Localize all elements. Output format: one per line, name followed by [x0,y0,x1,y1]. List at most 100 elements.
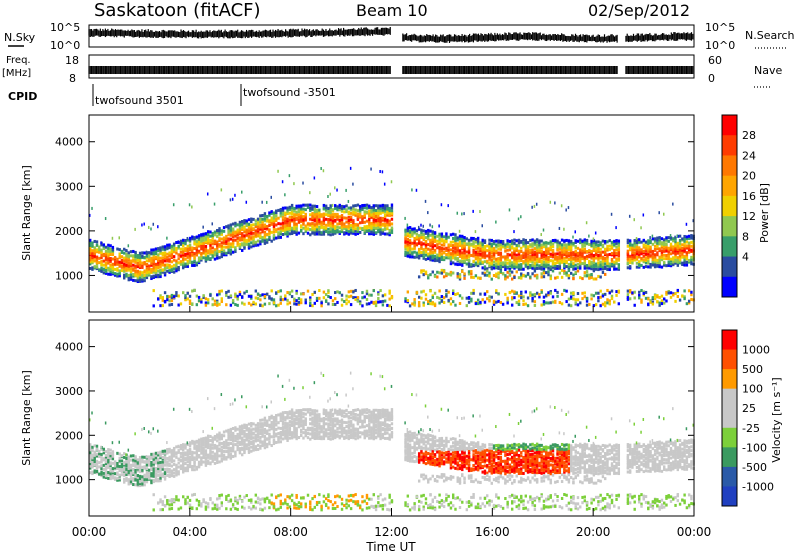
power-cell [132,259,135,263]
power-cell [458,242,462,246]
power-cell [329,204,332,208]
power-cell [288,221,292,225]
power-cell [685,235,689,239]
power-cell [617,257,621,261]
power-cell [510,245,514,249]
power-cell [438,253,441,257]
power-cell [420,254,423,258]
power-cell [202,295,205,299]
power-cell [467,272,471,276]
power-cell [241,227,244,231]
power-cell [349,220,353,224]
power-cell [318,232,321,236]
power-cell [417,256,421,260]
power-cell [569,255,573,259]
power-cell [370,226,373,230]
power-cell [665,292,668,296]
power-cell [506,248,509,252]
power-cell [628,254,632,258]
power-cell [261,217,264,221]
power-cell [495,243,498,247]
power-cell [345,204,348,208]
power-cell [170,265,174,269]
power-cell [404,247,407,251]
power-cell [288,291,292,295]
power-cell [324,223,328,227]
power-cell [193,236,196,240]
power-cell [533,252,537,256]
power-cell [599,253,602,257]
power-cell [225,303,228,307]
power-cell [638,260,641,264]
power-cell [429,248,432,252]
power-cell [662,261,666,265]
power-cell [218,289,221,293]
power-cell [660,302,664,306]
power-cell [662,247,666,251]
power-cell [465,242,469,246]
power-cell [334,206,337,210]
power-cell [547,301,550,305]
power-cell [170,293,174,297]
power-cell [535,259,539,263]
power-cell [585,299,589,303]
power-cell [147,253,151,257]
power-cell [347,232,351,236]
power-cell [206,301,210,305]
power-cell [134,257,137,261]
power-cell [374,204,378,208]
power-cell [197,256,201,260]
power-cell [152,270,155,274]
power-cell [259,236,262,240]
power-cell [635,238,639,242]
power-cell [370,212,373,216]
power-cell [569,291,573,295]
power-cell [374,215,378,219]
power-cell [238,293,242,297]
power-cell [558,261,562,265]
velocity-cell [111,457,115,461]
power-cell [692,219,694,223]
power-cell [567,303,571,307]
power-cell [241,190,243,194]
power-cell [306,227,310,231]
power-cell [626,249,630,253]
power-cell [422,289,425,293]
power-cell [120,249,124,253]
power-cell [533,241,537,245]
power-cell [458,240,462,244]
power-cell [311,231,314,235]
power-cell [259,220,262,224]
power-cell [454,253,457,257]
power-cell [272,213,276,217]
power-cell [522,295,525,299]
power-cell [195,242,199,246]
power-cell [132,274,135,278]
power-cell [379,204,382,208]
power-cell [154,275,158,279]
power-cell [440,255,444,259]
power-cell [168,270,171,274]
power-cell [163,251,167,255]
power-cell [556,265,559,269]
power-cell [495,262,498,266]
power-cell [161,270,164,274]
power-cell [270,221,273,225]
power-cell [211,303,214,307]
power-cell [504,249,507,253]
power-cell [681,243,684,247]
power-cell [433,302,437,306]
power-cell [653,297,657,301]
power-cell [231,241,235,245]
velocity-cell [116,472,119,476]
power-cell [579,301,582,305]
power-cell [379,228,382,232]
power-cell [320,231,323,235]
power-cell [556,261,559,265]
power-cell [644,240,648,244]
power-cell [533,263,537,267]
power-cell [467,296,471,300]
power-cell [615,257,618,261]
velocity-cell [125,476,128,480]
power-cell [522,241,525,245]
